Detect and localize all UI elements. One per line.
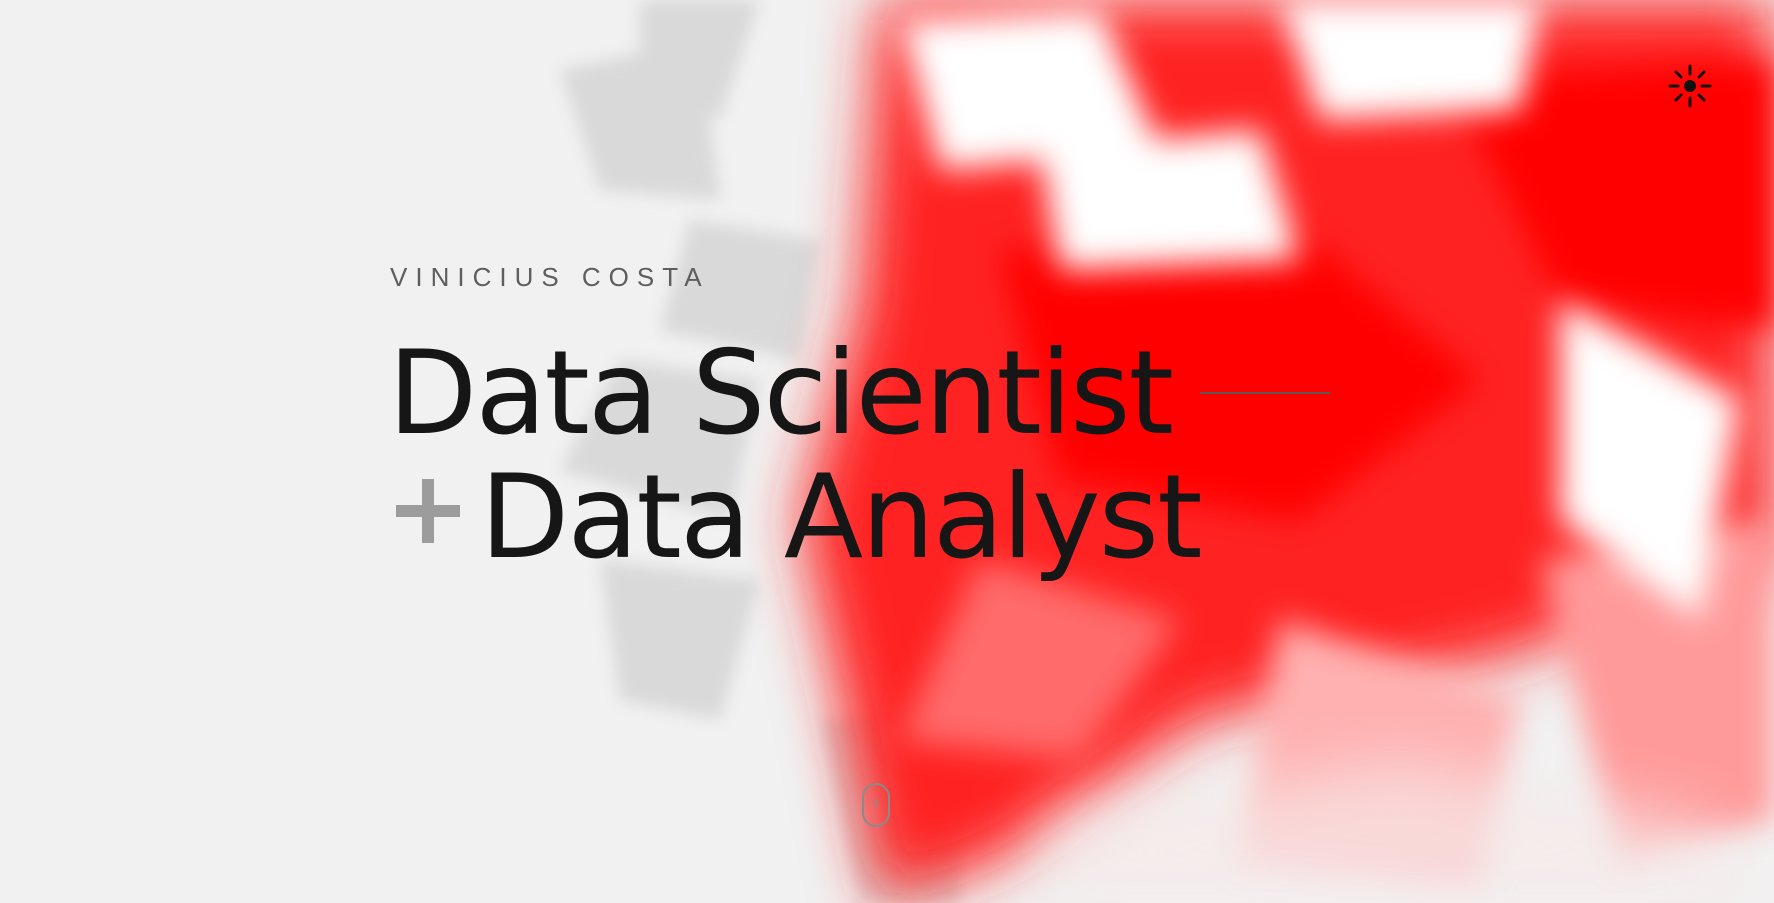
- author-name: VINICIUS COSTA: [390, 262, 710, 292]
- headline-text-2: Data Analyst: [480, 450, 1203, 585]
- headline-text-1: Data Scientist: [388, 326, 1174, 461]
- headline-line-2: Data Analyst: [388, 456, 1330, 580]
- scroll-wheel: [875, 799, 877, 807]
- plus-icon: [396, 479, 460, 544]
- headline-line-1: Data Scientist: [388, 332, 1330, 456]
- hero-headline: Data Scientist Data Analyst: [388, 332, 1330, 580]
- sun-icon: [1668, 64, 1712, 108]
- dash-divider: [1200, 392, 1330, 395]
- theme-toggle-button[interactable]: [1668, 64, 1712, 108]
- mouse-scroll-icon[interactable]: [862, 783, 890, 827]
